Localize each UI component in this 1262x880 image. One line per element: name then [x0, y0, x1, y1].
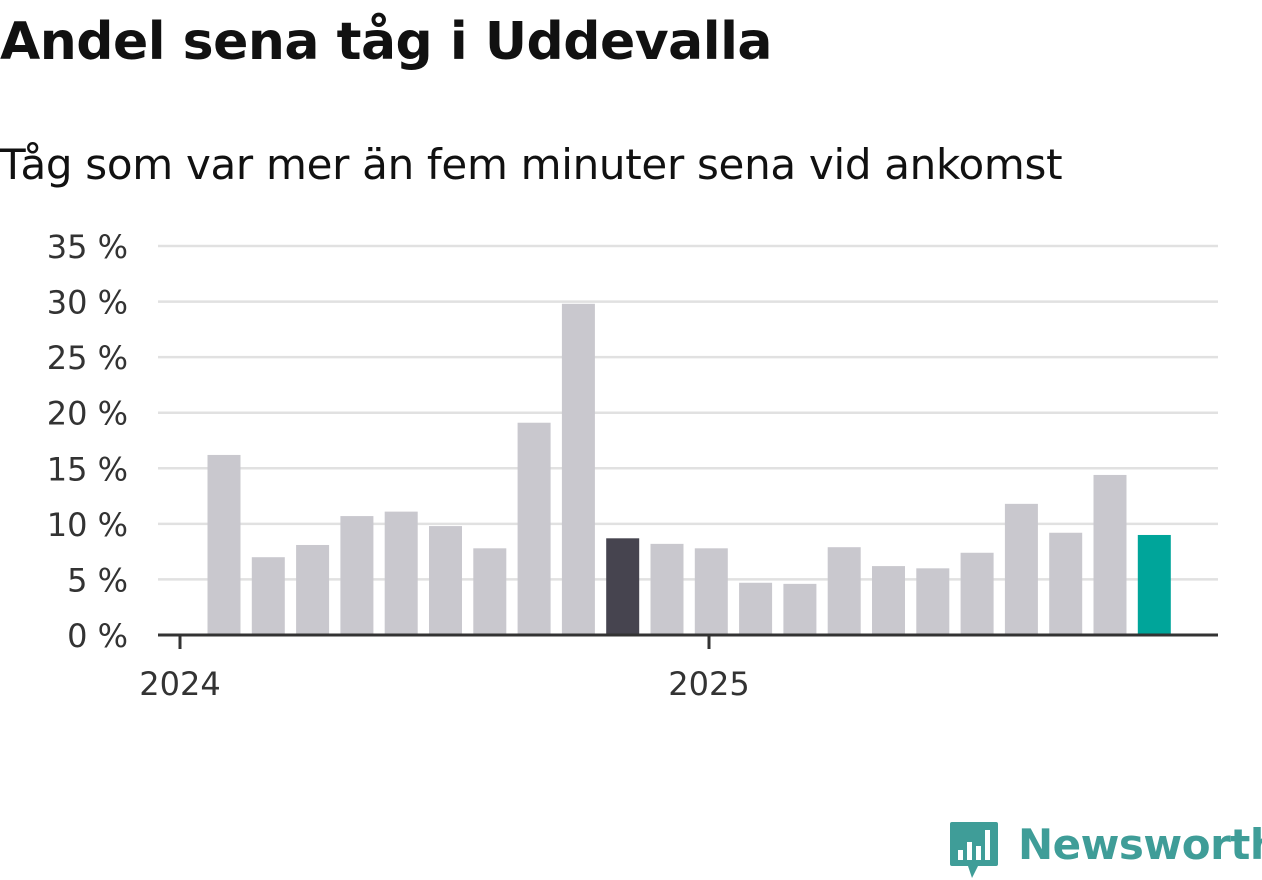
- bar: [827, 547, 861, 635]
- bar: [1093, 474, 1127, 635]
- bars: [207, 303, 1171, 635]
- gridlines: [158, 244, 1218, 581]
- chart-subtitle: Tåg som var mer än fem minuter sena vid …: [0, 140, 1063, 189]
- bar: [296, 544, 330, 635]
- x-tick-label: 2024: [139, 665, 220, 703]
- bar: [517, 422, 551, 635]
- bar: [429, 526, 462, 635]
- x-tick-label: 2025: [668, 665, 749, 703]
- y-tick-label: 10 %: [47, 506, 128, 544]
- newsworthy-logo: Newsworthy: [948, 818, 1262, 878]
- bar: [251, 557, 285, 635]
- y-tick-label: 25 %: [47, 339, 128, 377]
- y-tick-label: 0 %: [67, 617, 128, 655]
- y-tick-label: 30 %: [47, 284, 128, 322]
- brand-name: Newsworthy: [1018, 820, 1262, 869]
- chart-title: Andel sena tåg i Uddevalla: [0, 12, 772, 72]
- bar: [694, 548, 728, 635]
- newsworthy-logo-icon: [950, 822, 998, 878]
- bar: [783, 583, 817, 635]
- bar: [1004, 503, 1038, 635]
- bar: [473, 548, 507, 635]
- y-axis-ticks: 0 % 5 % 10 % 15 % 20 % 25 % 30 % 35 %: [47, 228, 128, 655]
- bar: [916, 568, 950, 635]
- bar: [606, 538, 640, 635]
- bar: [207, 454, 241, 635]
- bar: [872, 566, 905, 635]
- bar: [1049, 532, 1083, 635]
- bar: [960, 552, 994, 635]
- bar: [384, 511, 418, 635]
- bar: [1137, 534, 1171, 635]
- bar: [561, 303, 595, 635]
- y-tick-label: 5 %: [67, 561, 128, 599]
- bar: [650, 543, 684, 635]
- y-tick-label: 15 %: [47, 450, 128, 488]
- y-tick-label: 35 %: [47, 228, 128, 266]
- y-tick-label: 20 %: [47, 395, 128, 433]
- x-axis: 2024 2025: [139, 633, 1218, 703]
- bar: [739, 582, 773, 635]
- bar: [340, 516, 374, 635]
